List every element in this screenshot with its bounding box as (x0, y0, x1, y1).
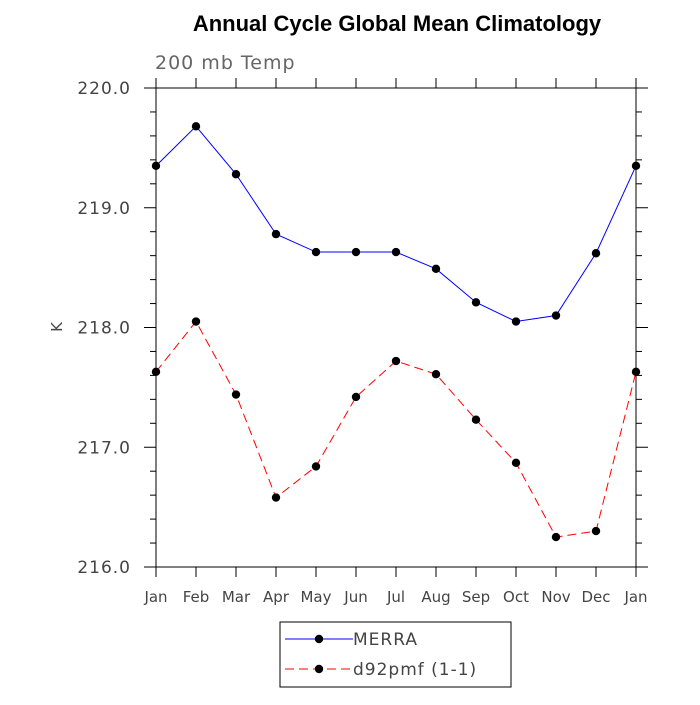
y-tick-label: 216.0 (77, 558, 131, 578)
plot-frame (155, 87, 637, 568)
y-tick-label: 220.0 (77, 79, 131, 99)
legend-box (279, 621, 512, 688)
data-point (511, 458, 521, 468)
data-point (191, 122, 201, 131)
data-point (391, 356, 401, 366)
data-point (151, 161, 161, 171)
legend-marker (314, 664, 324, 674)
axes: 216.0 217.0 218.0 219.0 220.0 Jan Feb Mar Apr May… (77, 78, 648, 606)
x-tick-label: Apr (263, 588, 290, 606)
data-point (471, 298, 481, 307)
data-point (511, 317, 521, 326)
y-tick-label: 219.0 (77, 199, 131, 219)
data-point (631, 367, 641, 377)
data-point (391, 247, 401, 257)
series-d92pmf-1-1 (151, 317, 641, 542)
series-layer (151, 122, 641, 542)
series-merra (151, 122, 641, 326)
x-tick-label: Nov (541, 588, 570, 606)
data-point (151, 367, 161, 377)
y-axis-label: K (48, 321, 66, 332)
data-point (191, 317, 201, 326)
y-tick-label: 217.0 (77, 438, 131, 458)
x-tick-label: Jan (143, 588, 167, 606)
x-tick-label: Jun (343, 588, 367, 606)
x-tick-label: Sep (462, 588, 490, 606)
data-point (231, 390, 241, 399)
x-tick-label: Oct (503, 588, 529, 606)
series-line (155, 320, 637, 538)
x-tick-label: Feb (183, 588, 210, 606)
data-point (551, 311, 561, 320)
data-point (311, 247, 321, 257)
x-tick-label: Mar (222, 588, 251, 606)
data-point (471, 415, 481, 424)
x-tick-label: Aug (421, 588, 450, 606)
data-point (311, 462, 321, 471)
data-point (591, 249, 601, 258)
legend-label: d92pmf (1-1) (353, 660, 477, 680)
y-tick-label: 218.0 (77, 319, 131, 339)
data-point (551, 532, 561, 542)
data-point (591, 526, 601, 536)
series-line (155, 125, 637, 323)
data-point (431, 370, 441, 379)
data-point (271, 493, 281, 502)
data-point (231, 170, 241, 179)
x-tick-label: Dec (581, 588, 610, 606)
data-point (631, 161, 641, 171)
data-point (271, 229, 281, 239)
legend: MERRA d92pmf (1-1) (279, 621, 512, 688)
data-point (351, 247, 361, 257)
chart-subtitle: 200 mb Temp (155, 52, 296, 74)
chart-title: Annual Cycle Global Mean Climatology (193, 11, 602, 36)
legend-marker (314, 634, 324, 644)
data-point (431, 264, 441, 274)
x-tick-label: May (300, 588, 331, 606)
x-tick-label: Jul (386, 588, 405, 606)
legend-label: MERRA (353, 630, 418, 650)
x-tick-label: Jan (623, 588, 647, 606)
data-point (351, 392, 361, 402)
